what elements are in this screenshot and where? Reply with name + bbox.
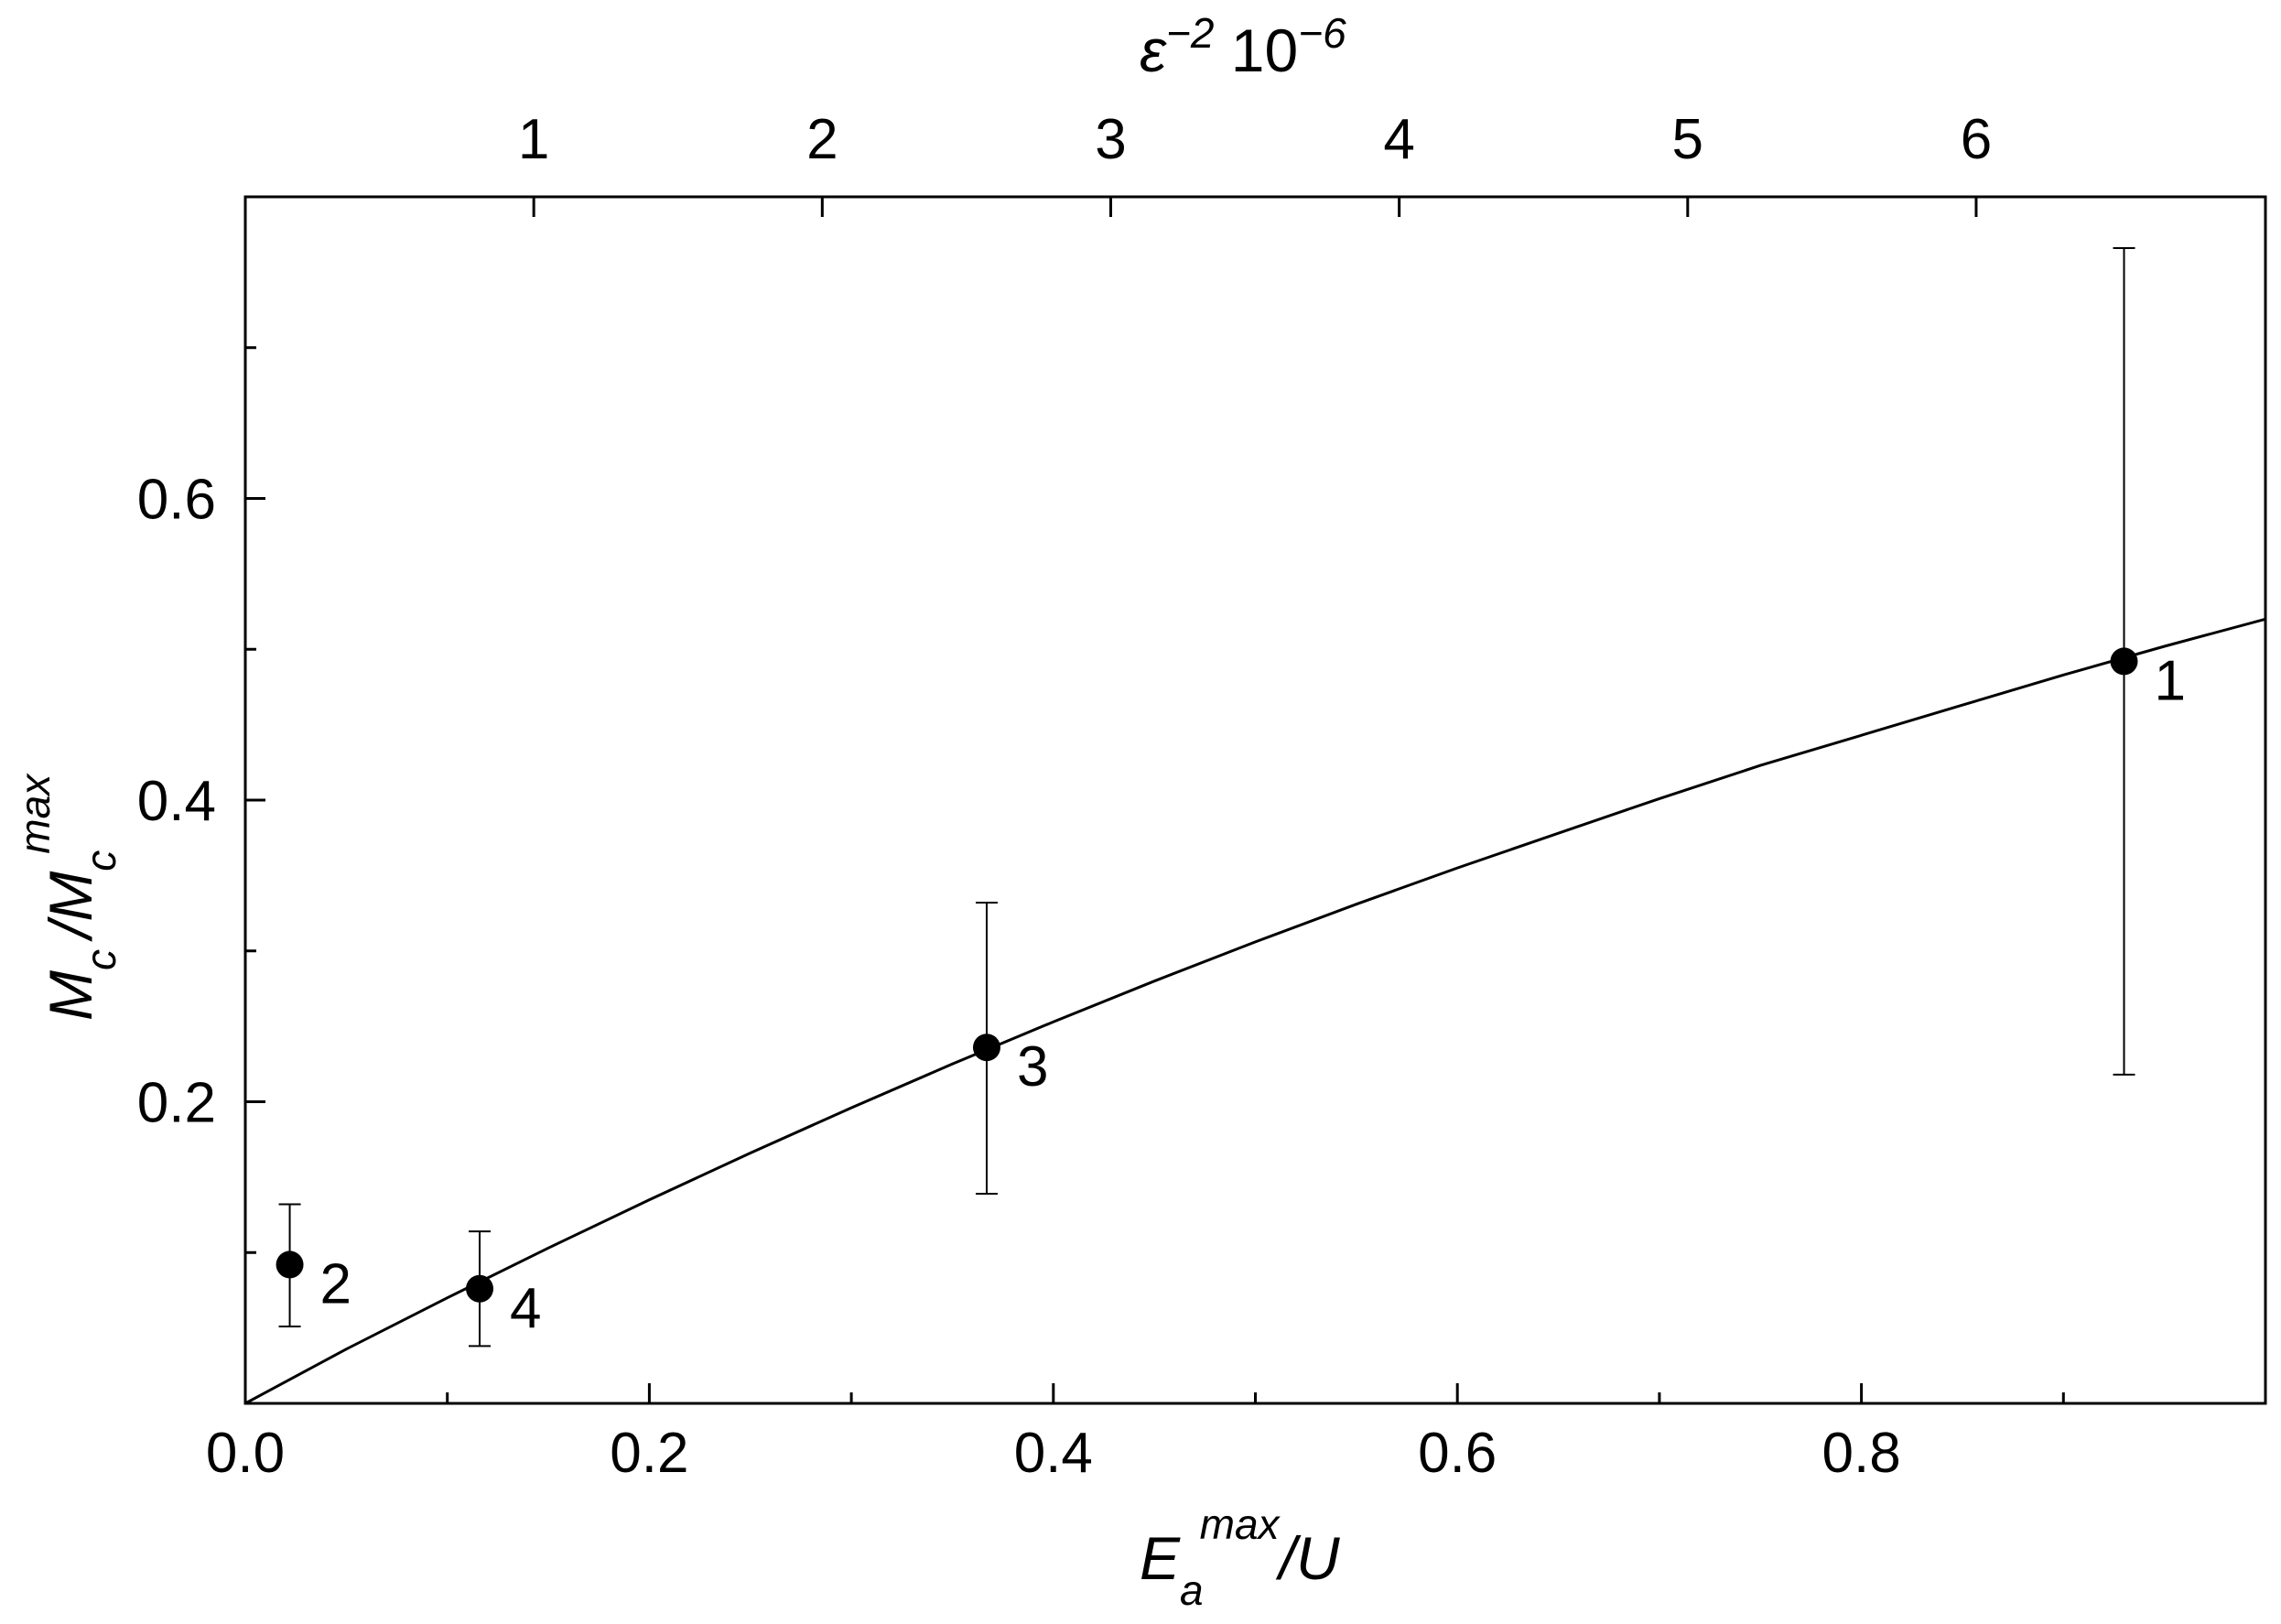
y-axis-left-ticks: 0.2 0.4 0.6 bbox=[137, 346, 265, 1254]
data-points-layer: 1 2 3 4 bbox=[276, 247, 2186, 1348]
y-tick-label: 0.4 bbox=[137, 770, 216, 833]
point-label: 2 bbox=[320, 1252, 351, 1315]
x-axis-title-rest: /U bbox=[1276, 1524, 1340, 1592]
y-axis-title-mid: /M bbox=[37, 872, 104, 942]
x-axis-bottom-ticks: 0.0 0.2 0.4 0.6 0.8 bbox=[206, 1383, 2267, 1485]
x-tick-label: 0.4 bbox=[1014, 1422, 1093, 1485]
x-top-axis-title-base: ε bbox=[1140, 16, 1167, 84]
data-point-1: 1 bbox=[2110, 247, 2186, 1076]
x-axis-title-sup: max bbox=[1200, 1500, 1281, 1548]
x-axis-title-sub: a bbox=[1180, 1566, 1204, 1614]
y-axis-title-sup: max bbox=[11, 773, 59, 854]
x-tick-label: 0.8 bbox=[1822, 1422, 1900, 1485]
point-marker bbox=[2110, 647, 2138, 676]
x-tick-label: 0.2 bbox=[610, 1422, 688, 1485]
x-top-axis-title: ε−2 10−6 bbox=[1140, 9, 1346, 84]
point-label: 3 bbox=[1017, 1035, 1048, 1099]
x-top-tick-label: 6 bbox=[1961, 108, 1992, 171]
plot-frame bbox=[243, 195, 2267, 1405]
data-point-4: 4 bbox=[466, 1230, 541, 1348]
point-marker bbox=[466, 1274, 494, 1303]
x-top-axis-title-sup: −2 bbox=[1166, 9, 1214, 57]
x-top-tick-label: 5 bbox=[1672, 108, 1703, 171]
x-axis-title: Ea max/U bbox=[1140, 1500, 1340, 1614]
x-top-axis-title-rest: 10 bbox=[1214, 16, 1298, 84]
point-marker bbox=[972, 1034, 1000, 1062]
y-tick-label: 0.2 bbox=[137, 1072, 216, 1135]
x-top-tick-label: 4 bbox=[1383, 108, 1414, 171]
y-axis-title-base: M bbox=[37, 970, 104, 1021]
x-top-tick-label: 2 bbox=[806, 108, 838, 171]
point-marker bbox=[276, 1250, 304, 1279]
y-axis-title-sub: c bbox=[77, 949, 124, 970]
fit-curve bbox=[244, 617, 2266, 1405]
data-point-3: 3 bbox=[972, 902, 1048, 1195]
x-tick-label: 0.6 bbox=[1418, 1422, 1497, 1485]
data-point-2: 2 bbox=[276, 1203, 351, 1327]
y-tick-label: 0.6 bbox=[137, 469, 216, 532]
x-top-tick-label: 1 bbox=[518, 108, 549, 171]
fit-curve-layer bbox=[244, 617, 2266, 1405]
x-top-axis-title-sup2: −6 bbox=[1298, 9, 1346, 57]
x-top-tick-label: 3 bbox=[1095, 108, 1126, 171]
y-axis-title: Mc/Mcmax bbox=[11, 773, 124, 1021]
y-axis-title-sub2: c bbox=[77, 850, 124, 872]
x-axis-top-ticks: 1 2 3 4 5 6 bbox=[518, 108, 1992, 217]
point-label: 1 bbox=[2155, 649, 2186, 712]
point-label: 4 bbox=[510, 1277, 541, 1340]
x-axis-title-base: E bbox=[1140, 1524, 1181, 1592]
x-tick-label: 0.0 bbox=[206, 1422, 285, 1485]
